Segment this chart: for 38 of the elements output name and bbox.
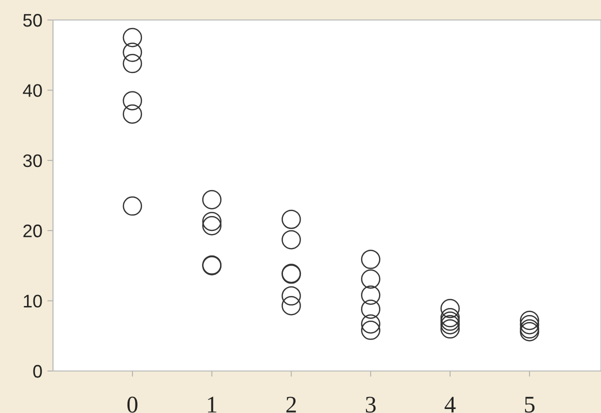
point xyxy=(282,286,301,306)
y-tick-label: 20 xyxy=(23,224,42,238)
point xyxy=(202,216,222,236)
point xyxy=(282,210,301,230)
y-tick-label: 50 xyxy=(23,14,42,27)
x-tick-label: 5 xyxy=(524,396,534,413)
point xyxy=(122,54,142,74)
point xyxy=(361,320,380,340)
point xyxy=(440,319,460,339)
point xyxy=(361,300,380,319)
y-tick-label: 0 xyxy=(33,364,42,378)
point xyxy=(122,196,142,216)
point xyxy=(361,314,380,334)
x-tick-label: 0 xyxy=(127,396,138,413)
point xyxy=(440,298,460,318)
x-tick-label: 1 xyxy=(208,396,216,412)
point xyxy=(282,296,301,316)
point xyxy=(361,269,380,289)
point xyxy=(122,28,142,48)
point xyxy=(440,308,460,328)
point xyxy=(361,250,380,270)
y-tick-label: 40 xyxy=(22,84,42,97)
point xyxy=(520,310,540,330)
point xyxy=(122,91,142,110)
y-tick-label: 10 xyxy=(24,294,42,308)
point xyxy=(520,315,540,334)
point xyxy=(282,230,301,250)
point xyxy=(122,42,142,62)
x-tick-label: 2 xyxy=(286,396,296,412)
point xyxy=(202,212,222,232)
point xyxy=(440,315,460,334)
point xyxy=(202,190,222,210)
x-tick-label: 4 xyxy=(444,396,456,412)
point xyxy=(440,312,460,331)
x-tick-label: 3 xyxy=(366,396,376,413)
point xyxy=(122,104,142,124)
y-tick-label: 30 xyxy=(23,154,42,168)
point xyxy=(361,286,380,305)
